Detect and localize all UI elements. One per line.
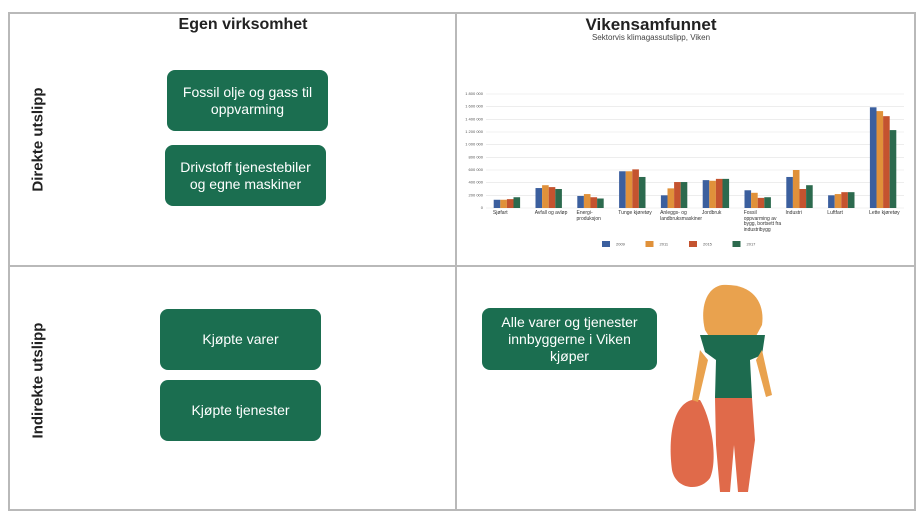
x-tick-label: Anleggs- og landbruksmaskiner [660, 211, 700, 222]
x-tick-label: Avfall og avløp [535, 211, 575, 217]
x-tick-label: Energi-produksjon [577, 211, 617, 222]
slide: Egen virksomhet Vikensamfunnet Sektorvis… [0, 0, 918, 513]
x-tick-label: Fossil oppvarming av bygg, bortsett fra … [744, 211, 784, 233]
x-tick-label: Industri [786, 211, 826, 217]
x-tick-label: Luftfart [827, 211, 867, 217]
woman-illustration [0, 0, 918, 513]
x-tick-label: Lette kjøretøy [869, 211, 909, 217]
x-tick-label: Jordbruk [702, 211, 742, 217]
x-tick-label: Tunge kjøretøy [618, 211, 658, 217]
x-tick-label: Sjøfart [493, 211, 533, 217]
